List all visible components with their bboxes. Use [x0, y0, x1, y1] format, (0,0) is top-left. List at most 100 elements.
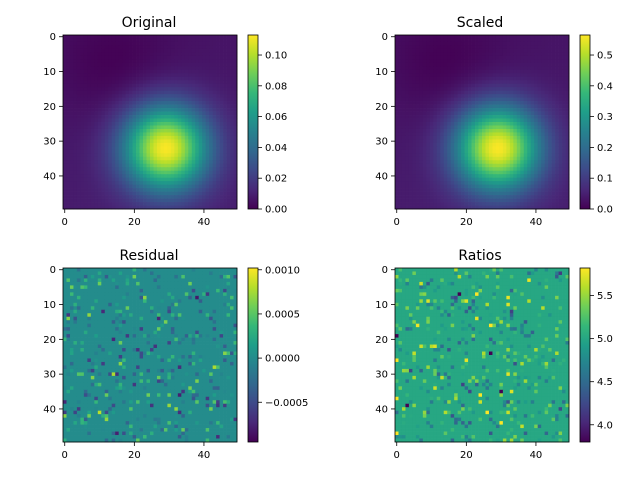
- heatmap-cell: [402, 202, 406, 206]
- heatmap-cell: [112, 56, 116, 60]
- heatmap-cell: [555, 52, 559, 56]
- heatmap-cell: [416, 115, 420, 119]
- heatmap-cell: [220, 195, 224, 199]
- heatmap-cell: [440, 63, 444, 67]
- heatmap-cell: [150, 188, 154, 192]
- heatmap-cell: [545, 59, 549, 63]
- heatmap-cell: [206, 160, 210, 164]
- heatmap-cell: [517, 115, 521, 119]
- heatmap-cell: [171, 87, 175, 91]
- heatmap-cell: [153, 188, 157, 192]
- heatmap-cell: [489, 84, 493, 88]
- heatmap-cell: [115, 139, 119, 143]
- heatmap-cell: [458, 199, 462, 203]
- heatmap-cell: [227, 108, 231, 112]
- panel-title: Scaled: [457, 15, 504, 31]
- heatmap-cell: [73, 129, 77, 133]
- heatmap-cell: [475, 192, 479, 196]
- heatmap-cell: [451, 181, 455, 185]
- heatmap-cell: [220, 52, 224, 56]
- heatmap-cell: [108, 66, 112, 70]
- heatmap-cell: [506, 87, 510, 91]
- heatmap-cell: [87, 87, 91, 91]
- heatmap-cell: [555, 125, 559, 129]
- heatmap-cell: [108, 73, 112, 77]
- heatmap-cell: [444, 70, 448, 74]
- heatmap-cell: [63, 84, 67, 88]
- heatmap-cell: [492, 188, 496, 192]
- heatmap-cell: [475, 129, 479, 133]
- heatmap-cell: [153, 63, 157, 67]
- heatmap-cell: [527, 202, 531, 206]
- heatmap-cell: [419, 70, 423, 74]
- heatmap-cell: [70, 188, 74, 192]
- heatmap-cell: [143, 73, 147, 77]
- heatmap-cell: [398, 42, 402, 46]
- heatmap-cell: [112, 45, 116, 49]
- heatmap-cell: [171, 70, 175, 74]
- heatmap-cell: [541, 73, 545, 77]
- heatmap-cell: [395, 132, 399, 136]
- heatmap-cell: [541, 178, 545, 182]
- heatmap-cell: [440, 125, 444, 129]
- heatmap-cell: [199, 77, 203, 81]
- heatmap-cell: [465, 195, 469, 199]
- heatmap-cell: [122, 63, 126, 67]
- heatmap-cell: [223, 160, 227, 164]
- heatmap-cell: [555, 146, 559, 150]
- heatmap-cell: [167, 80, 171, 84]
- heatmap-cell: [63, 132, 67, 136]
- heatmap-cell: [545, 115, 549, 119]
- heatmap-cell: [541, 105, 545, 109]
- heatmap-cell: [216, 125, 220, 129]
- heatmap-cell: [147, 185, 151, 189]
- heatmap-cell: [496, 35, 500, 39]
- heatmap-cell: [527, 38, 531, 42]
- heatmap-cell: [94, 115, 98, 119]
- heatmap-cell: [405, 45, 409, 49]
- heatmap-cell: [461, 150, 465, 154]
- heatmap-cell: [485, 84, 489, 88]
- heatmap-cell: [220, 42, 224, 46]
- heatmap-cell: [220, 178, 224, 182]
- heatmap-cell: [426, 195, 430, 199]
- heatmap-cell: [458, 157, 462, 161]
- y-tick-label: 20: [43, 102, 56, 113]
- heatmap-cell: [475, 146, 479, 150]
- heatmap-cell: [126, 112, 130, 116]
- heatmap-cell: [524, 73, 528, 77]
- heatmap-cell: [447, 164, 451, 168]
- heatmap-cell: [416, 80, 420, 84]
- heatmap-cell: [485, 63, 489, 67]
- heatmap-cell: [174, 167, 178, 171]
- heatmap-cell: [534, 185, 538, 189]
- heatmap-cell: [402, 132, 406, 136]
- heatmap-cell: [503, 59, 507, 63]
- heatmap-cell: [468, 101, 472, 105]
- heatmap-cell: [91, 105, 95, 109]
- heatmap-cell: [195, 195, 199, 199]
- heatmap-cell: [510, 174, 514, 178]
- heatmap-cell: [461, 94, 465, 98]
- heatmap-cell: [461, 136, 465, 140]
- heatmap-cell: [517, 171, 521, 175]
- heatmap-cell: [101, 199, 105, 203]
- heatmap-cell: [503, 150, 507, 154]
- heatmap-cell: [527, 52, 531, 56]
- heatmap-cell: [465, 185, 469, 189]
- heatmap-cell: [458, 181, 462, 185]
- heatmap-cell: [482, 125, 486, 129]
- heatmap-cell: [98, 112, 102, 116]
- heatmap-cell: [80, 132, 84, 136]
- heatmap-cell: [227, 49, 231, 53]
- heatmap-cell: [167, 181, 171, 185]
- heatmap-cell: [153, 132, 157, 136]
- heatmap-cell: [496, 160, 500, 164]
- heatmap-cell: [538, 98, 542, 102]
- heatmap-cell: [206, 35, 210, 39]
- heatmap-cell: [101, 112, 105, 116]
- heatmap-cell: [157, 42, 161, 46]
- heatmap-cell: [77, 80, 81, 84]
- heatmap-cell: [140, 181, 144, 185]
- heatmap-cell: [555, 143, 559, 147]
